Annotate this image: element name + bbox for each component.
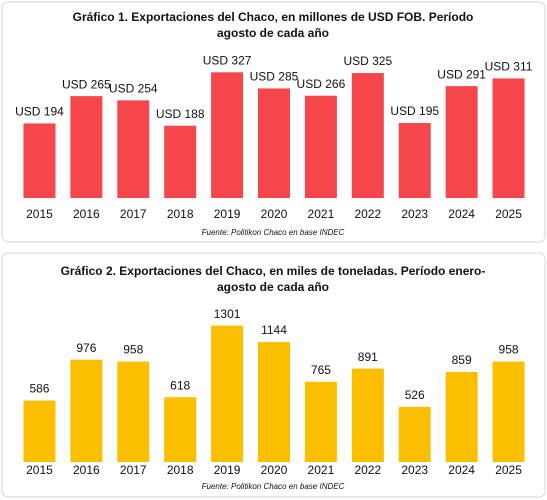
x-tick-label: 2024 <box>448 207 475 221</box>
x-tick-label: 2025 <box>495 463 522 477</box>
x-tick-label: 2015 <box>26 463 53 477</box>
data-label: USD 195 <box>390 104 439 118</box>
chart-title: Gráfico 2. Exportaciones del Chaco, en m… <box>61 264 486 278</box>
data-label: 526 <box>405 388 425 402</box>
bar <box>398 123 431 198</box>
chart-title: Gráfico 1. Exportaciones del Chaco, en m… <box>73 10 474 24</box>
x-tick-label: 2018 <box>167 207 194 221</box>
bar <box>304 381 337 462</box>
x-tick-label: 2016 <box>73 207 100 221</box>
bar <box>117 100 150 198</box>
data-label: USD 311 <box>485 60 533 74</box>
data-label: USD 265 <box>62 77 111 91</box>
x-tick-label: 2023 <box>401 207 428 221</box>
bar <box>70 359 103 462</box>
x-tick-label: 2015 <box>26 207 53 221</box>
x-tick-label: 2017 <box>120 207 147 221</box>
x-tick-label: 2016 <box>73 463 100 477</box>
data-label: 958 <box>499 343 519 357</box>
data-label: 891 <box>358 350 378 364</box>
data-label: USD 327 <box>203 53 252 67</box>
data-label: 618 <box>170 378 190 392</box>
bar <box>70 96 103 198</box>
bar <box>351 73 384 198</box>
data-label: 1144 <box>261 323 287 337</box>
x-tick-label: 2020 <box>261 207 288 221</box>
bar <box>492 361 525 462</box>
x-tick-label: 2019 <box>214 463 241 477</box>
bar <box>258 342 290 462</box>
x-tick-label: 2020 <box>261 463 288 477</box>
bar <box>23 400 56 462</box>
x-tick-label: 2025 <box>495 207 522 221</box>
x-tick-label: 2023 <box>401 463 428 477</box>
bar <box>445 86 478 198</box>
chart-title: agosto de cada año <box>217 26 329 40</box>
bar <box>164 125 197 198</box>
bar <box>23 123 56 198</box>
bar <box>351 368 384 462</box>
data-label: 859 <box>452 353 472 367</box>
data-label: USD 266 <box>297 77 346 91</box>
data-label: 1301 <box>214 307 241 321</box>
bar <box>258 88 290 198</box>
bar <box>398 406 431 462</box>
bar <box>445 371 478 462</box>
data-label: 958 <box>123 343 143 357</box>
x-tick-label: 2017 <box>120 463 147 477</box>
bar <box>164 397 197 462</box>
data-label: USD 194 <box>15 105 64 119</box>
data-label: USD 254 <box>109 82 158 96</box>
data-label: 976 <box>76 341 96 355</box>
x-tick-label: 2021 <box>308 463 335 477</box>
x-tick-label: 2022 <box>354 207 381 221</box>
bar <box>211 72 244 198</box>
bar <box>492 78 525 198</box>
bar <box>304 95 337 198</box>
x-tick-label: 2018 <box>167 463 194 477</box>
chart-title: agosto de cada año <box>217 280 329 294</box>
source-note: Fuente: Politikon Chaco en base INDEC <box>202 228 345 237</box>
data-label: 586 <box>29 382 49 396</box>
x-tick-label: 2024 <box>448 463 475 477</box>
bar <box>211 325 244 462</box>
data-label: USD 188 <box>156 107 205 121</box>
x-tick-label: 2021 <box>308 207 335 221</box>
source-note: Fuente: Politikon Chaco en base INDEC <box>202 482 345 491</box>
x-tick-label: 2019 <box>214 207 241 221</box>
data-label: 765 <box>311 363 331 377</box>
data-label: USD 291 <box>437 67 486 81</box>
data-label: USD 285 <box>250 70 299 84</box>
data-label: USD 325 <box>343 54 392 68</box>
bar <box>117 361 150 462</box>
x-tick-label: 2022 <box>354 463 381 477</box>
